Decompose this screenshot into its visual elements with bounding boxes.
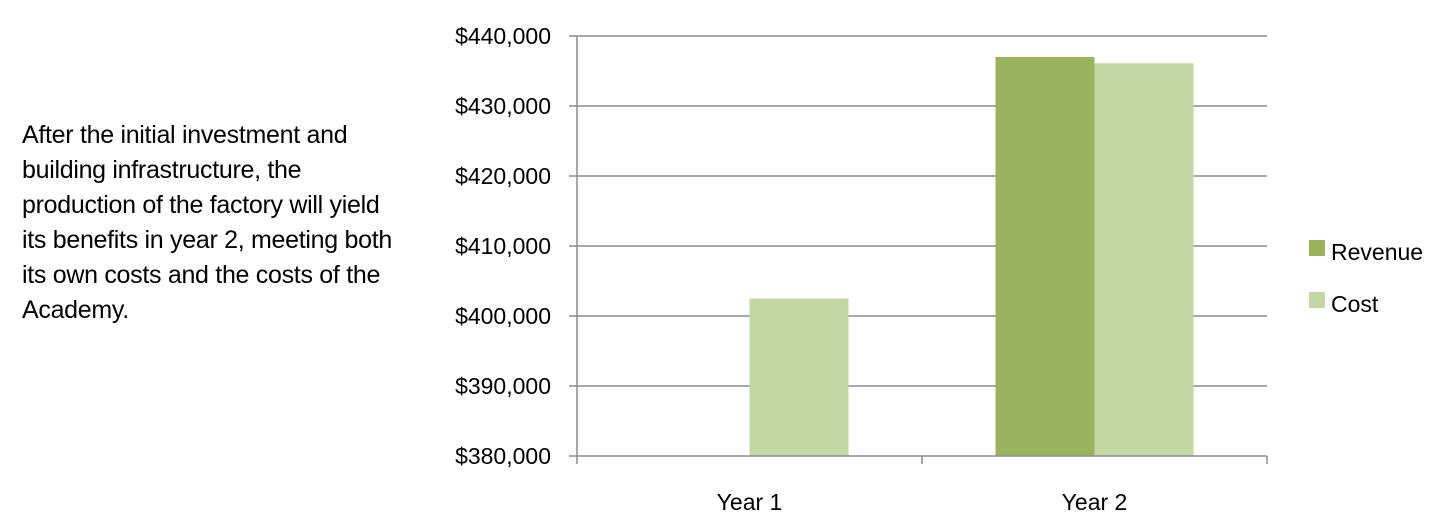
y-tick-label: $420,000	[455, 163, 551, 189]
y-axis-ticks: $380,000 $390,000 $400,000 $410,000 $420,000…	[455, 23, 577, 469]
y-tick-label: $440,000	[455, 23, 551, 49]
bar-cost	[749, 298, 849, 456]
bars	[749, 57, 1194, 457]
y-tick-label: $380,000	[455, 443, 551, 469]
x-tick-label: Year 1	[717, 489, 783, 515]
y-tick-label: $390,000	[455, 373, 551, 399]
y-tick-label: $400,000	[455, 303, 551, 329]
legend-label-revenue: Revenue	[1331, 239, 1423, 265]
bar-cost	[1094, 63, 1194, 457]
y-tick-label: $430,000	[455, 93, 551, 119]
legend: Revenue Cost	[1309, 239, 1423, 317]
legend-swatch-cost	[1309, 292, 1325, 308]
x-tick-label: Year 2	[1062, 489, 1128, 515]
x-axis-ticks: Year 1 Year 2	[576, 456, 1268, 515]
y-tick-label: $410,000	[455, 233, 551, 259]
legend-swatch-revenue	[1309, 240, 1325, 256]
legend-label-cost: Cost	[1331, 291, 1379, 317]
bar-revenue	[995, 57, 1095, 456]
chart-description: After the initial investment and buildin…	[22, 121, 392, 324]
